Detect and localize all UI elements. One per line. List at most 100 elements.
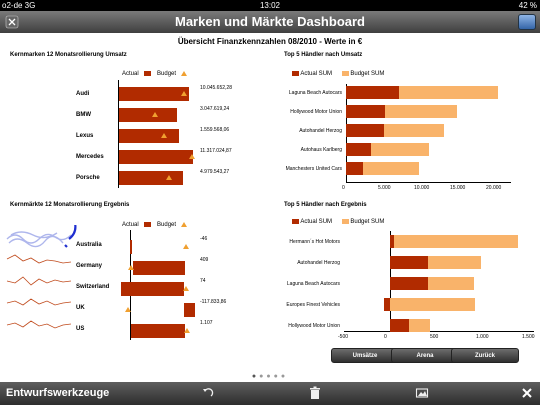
top5-umsatz-actual-bar — [346, 105, 385, 118]
top5-umsatz-actual-bar — [346, 143, 371, 156]
kernmaerkte-title: Kernmärkte 12 Monatsrollierung Ergebnis — [10, 202, 130, 208]
kernmarken-row-label: Porsche — [76, 175, 100, 181]
kernmarken-row-label: Mercedes — [76, 154, 104, 160]
kernmarken-budget-marker — [181, 91, 187, 96]
kernmarken-budget-marker — [166, 175, 172, 180]
kernmarken-actual-bar — [119, 108, 177, 122]
legend-budget-label: Budget — [157, 222, 177, 229]
legend-actual-swatch — [292, 71, 299, 76]
kernmaerkte-actual-bar — [130, 240, 132, 254]
kernmaerkte-value-label: -117.833,86 — [200, 299, 227, 305]
kernmaerkte-actual-bar — [184, 303, 195, 317]
top5-ergebnis-legend: Actual SUM Budget SUM — [292, 219, 384, 225]
top5-umsatz-tick-label: 0 — [342, 185, 345, 191]
legend-actual-swatch — [144, 71, 152, 76]
top5-umsatz-x-axis — [346, 182, 511, 183]
kernmarken-budget-marker — [189, 154, 195, 159]
arena-button[interactable]: Arena — [391, 348, 459, 363]
kernmarken-value-label: 3.047.619,24 — [200, 106, 230, 112]
top5-umsatz-actual-bar — [346, 86, 399, 99]
title-bar: Marken und Märkte Dashboard — [0, 11, 540, 33]
legend-actual-swatch — [292, 219, 299, 224]
kernmarken-row-label: BMW — [76, 112, 91, 118]
kernmarken-value-label: 11.317.024,87 — [200, 148, 232, 154]
top5-ergebnis-actual-bar — [390, 277, 428, 290]
legend-actual-label: Actual SUM — [300, 71, 333, 78]
top5-umsatz-legend: Actual SUM Budget SUM — [292, 71, 384, 77]
budget-marker-icon — [180, 222, 187, 227]
top5-ergebnis-tick-label: 1.500 — [522, 334, 535, 340]
undo-icon[interactable] — [201, 386, 215, 400]
top5-ergebnis-dealer-label: Hollywood Motor Union — [288, 323, 340, 329]
page-indicator[interactable]: ●●●●● — [251, 373, 289, 380]
sparkline-scribbles — [6, 225, 77, 329]
top5-ergebnis-tick-label: 1.000 — [476, 334, 489, 340]
top5-ergebnis-actual-bar — [390, 256, 428, 269]
top5-umsatz-tick-label: 20.000 — [486, 185, 502, 191]
top5-ergebnis-actual-bar — [390, 319, 409, 332]
kernmarken-value-label: 10.045.652,28 — [200, 85, 232, 91]
top5-ergebnis-budget-bar — [390, 298, 475, 311]
kernmaerkte-row-label: Australia — [76, 242, 102, 248]
top5-ergebnis-actual-bar — [390, 235, 394, 248]
dashboard-subtitle: Übersicht Finanzkennzahlen 08/2010 - Wer… — [177, 37, 363, 46]
kernmaerkte-budget-marker — [183, 244, 189, 249]
top5-ergebnis-tick-label: 0 — [384, 334, 387, 340]
kernmarken-value-label: 1.559.568,06 — [200, 127, 230, 133]
legend-budget-swatch — [341, 71, 349, 76]
kernmarken-actual-bar — [119, 150, 193, 164]
legend-actual-label: Actual SUM — [300, 219, 333, 226]
kernmarken-legend: Actual Budget — [122, 71, 187, 77]
kernmarken-value-label: 4.979.543,27 — [200, 169, 230, 175]
close-icon[interactable] — [520, 386, 534, 400]
trash-icon[interactable] — [308, 386, 322, 400]
kernmaerkte-row-label: Switzerland — [76, 284, 110, 290]
umsaetze-button[interactable]: Umsätze — [331, 348, 399, 363]
legend-budget-label: Budget SUM — [350, 71, 385, 78]
top5-ergebnis-dealer-label: Laguna Beach Autocars — [286, 281, 340, 287]
legend-actual-label: Actual — [122, 71, 139, 78]
top5-ergebnis-dealer-label: Europes Finest Vehicles — [286, 302, 340, 308]
kernmaerkte-legend: Actual Budget — [122, 222, 187, 228]
settings-button[interactable] — [518, 14, 536, 30]
legend-budget-swatch — [341, 219, 349, 224]
kernmaerkte-value-label: -46 — [200, 236, 208, 242]
top5-ergebnis-x-axis — [344, 331, 534, 332]
kernmaerkte-value-label: 1.107 — [200, 320, 213, 326]
page-title: Marken und Märkte Dashboard — [175, 14, 365, 29]
kernmaerkte-actual-bar — [121, 282, 184, 296]
top5-ergebnis-tick-label: 500 — [430, 334, 439, 340]
top5-umsatz-actual-bar — [346, 124, 384, 137]
kernmarken-actual-bar — [119, 129, 179, 143]
kernmaerkte-actual-bar — [131, 324, 185, 338]
top5-umsatz-tick-label: 15.000 — [450, 185, 466, 191]
kernmarken-actual-bar — [119, 171, 183, 185]
top5-ergebnis-dealer-label: Autohandel Herzog — [297, 260, 340, 266]
kernmaerkte-value-label: 74 — [200, 278, 206, 284]
top5-umsatz-budget-bar — [346, 162, 419, 175]
kernmaerkte-budget-marker — [128, 265, 134, 270]
battery-label: 42 % — [518, 1, 537, 10]
image-icon[interactable] — [415, 386, 429, 400]
kernmaerkte-budget-marker — [184, 328, 190, 333]
kernmarken-row-label: Lexus — [76, 133, 94, 139]
clock: 13:02 — [259, 1, 281, 10]
top5-ergebnis-title: Top 5 Händler nach Ergebnis — [284, 202, 367, 208]
kernmarken-budget-marker — [161, 133, 167, 138]
top5-umsatz-tick-label: 5.000 — [378, 185, 391, 191]
top5-ergebnis-tick-label: -500 — [338, 334, 349, 340]
kernmarken-title: Kernmarken 12 Monatsrollierung Umsatz — [10, 52, 127, 58]
home-icon[interactable] — [5, 15, 19, 29]
zurueck-button[interactable]: Zurück — [451, 348, 519, 363]
kernmaerkte-row-label: Germany — [76, 263, 103, 269]
kernmaerkte-budget-marker — [125, 307, 131, 312]
budget-marker-icon — [180, 71, 187, 76]
top5-umsatz-dealer-label: Autohaus Karlberg — [300, 147, 342, 153]
kernmarken-actual-bar — [119, 87, 189, 101]
top5-umsatz-dealer-label: Hollywood Motor Union — [290, 109, 342, 115]
top5-umsatz-dealer-label: Manchesters United Cars — [285, 166, 342, 172]
top5-umsatz-actual-bar — [346, 162, 363, 175]
kernmaerkte-actual-bar — [133, 261, 185, 275]
kernmarken-budget-marker — [152, 112, 158, 117]
legend-actual-swatch — [144, 222, 152, 227]
